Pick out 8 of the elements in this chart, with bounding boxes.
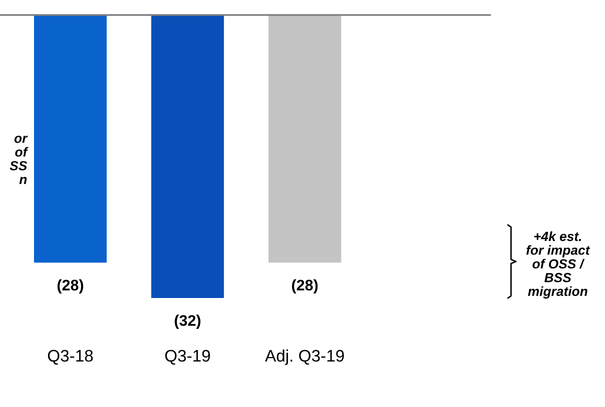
data-label: (32)	[174, 314, 200, 329]
x-tick-label: Q3-19	[165, 350, 210, 365]
x-tick-label: Adj. Q3-19	[265, 349, 344, 365]
annotation: or of SS n	[10, 136, 28, 184]
data-label: (28)	[58, 279, 84, 294]
text: +4k est. for impact of OSS / BSS migration	[526, 231, 590, 299]
x-tick-label: Q3-18	[48, 350, 93, 365]
data-label: (28)	[292, 279, 318, 294]
